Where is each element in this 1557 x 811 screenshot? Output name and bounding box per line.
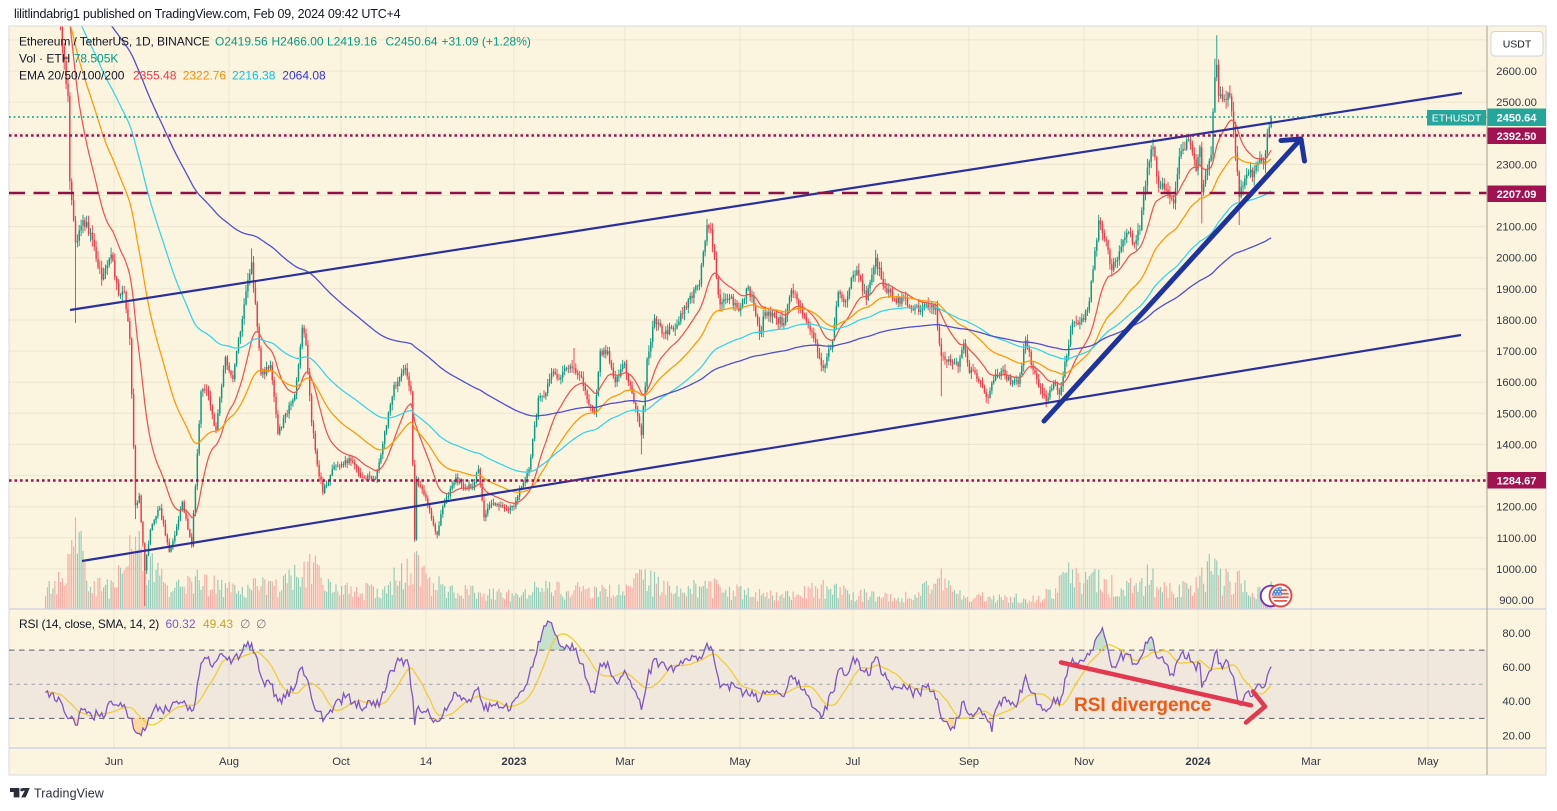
svg-text:L2419.16: L2419.16 — [327, 35, 377, 49]
svg-text:60.00: 60.00 — [1502, 662, 1530, 674]
svg-text:RSI (14, close, SMA, 14, 2): RSI (14, close, SMA, 14, 2) — [19, 617, 159, 631]
svg-text:2300.00: 2300.00 — [1496, 159, 1537, 171]
svg-text:Vol · ETH: Vol · ETH — [19, 52, 70, 66]
svg-text:USDT: USDT — [1503, 39, 1532, 51]
svg-text:RSI divergence: RSI divergence — [1074, 695, 1211, 716]
svg-text:1000.00: 1000.00 — [1496, 564, 1537, 576]
svg-text:Jul: Jul — [846, 756, 860, 768]
svg-text:∅: ∅ — [240, 617, 250, 631]
svg-text:1200.00: 1200.00 — [1496, 502, 1537, 514]
svg-text:1500.00: 1500.00 — [1496, 408, 1537, 420]
svg-text:2600.00: 2600.00 — [1496, 66, 1537, 78]
svg-text:1600.00: 1600.00 — [1496, 377, 1537, 389]
svg-text:O2419.56: O2419.56 — [215, 35, 268, 49]
svg-text:1400.00: 1400.00 — [1496, 439, 1537, 451]
svg-text:2024: 2024 — [1185, 756, 1211, 768]
svg-text:lilitlindabrig1 published on T: lilitlindabrig1 published on TradingView… — [14, 7, 401, 21]
svg-text:Ethereum / TetherUS, 1D, BINAN: Ethereum / TetherUS, 1D, BINANCE — [19, 35, 210, 49]
svg-text:1100.00: 1100.00 — [1497, 533, 1537, 545]
svg-text:Mar: Mar — [1301, 756, 1321, 768]
svg-text:Sep: Sep — [959, 756, 979, 768]
svg-text:40.00: 40.00 — [1502, 696, 1530, 708]
svg-text:C2450.64: C2450.64 — [386, 35, 438, 49]
svg-text:ETHUSDT: ETHUSDT — [1432, 113, 1482, 125]
svg-text:78.505K: 78.505K — [74, 52, 119, 66]
svg-text:49.43: 49.43 — [203, 617, 233, 631]
svg-text:Mar: Mar — [615, 756, 635, 768]
svg-text:1900.00: 1900.00 — [1496, 284, 1537, 296]
svg-text:1284.67: 1284.67 — [1497, 476, 1537, 488]
svg-text:2216.38: 2216.38 — [232, 69, 276, 83]
svg-text:2322.76: 2322.76 — [183, 69, 227, 83]
svg-text:2207.09: 2207.09 — [1497, 189, 1537, 201]
svg-text:2064.08: 2064.08 — [282, 69, 326, 83]
svg-text:2000.00: 2000.00 — [1496, 253, 1537, 265]
svg-text:60.32: 60.32 — [166, 617, 196, 631]
svg-text:EMA 20/50/100/200: EMA 20/50/100/200 — [19, 69, 125, 83]
svg-text:2023: 2023 — [501, 756, 526, 768]
svg-text:+31.09 (+1.28%): +31.09 (+1.28%) — [442, 35, 531, 49]
svg-text:2392.50: 2392.50 — [1497, 131, 1537, 143]
svg-text:1800.00: 1800.00 — [1496, 315, 1537, 327]
svg-text:H2466.00: H2466.00 — [272, 35, 324, 49]
svg-text:May: May — [729, 756, 751, 768]
svg-text:May: May — [1417, 756, 1439, 768]
svg-text:2100.00: 2100.00 — [1496, 222, 1537, 234]
svg-text:80.00: 80.00 — [1502, 628, 1530, 640]
svg-text:Nov: Nov — [1074, 756, 1094, 768]
svg-text:2355.48: 2355.48 — [133, 69, 177, 83]
svg-text:900.00: 900.00 — [1499, 595, 1534, 607]
svg-text:TradingView: TradingView — [34, 787, 105, 801]
svg-text:Oct: Oct — [332, 756, 350, 768]
svg-text:1700.00: 1700.00 — [1496, 346, 1537, 358]
svg-text:Jun: Jun — [105, 756, 123, 768]
svg-text:20.00: 20.00 — [1502, 730, 1530, 742]
svg-text:∅: ∅ — [256, 617, 266, 631]
svg-text:2500.00: 2500.00 — [1496, 97, 1537, 109]
svg-text:Aug: Aug — [219, 756, 239, 768]
svg-text:2450.64: 2450.64 — [1497, 113, 1538, 125]
svg-text:14: 14 — [420, 756, 433, 768]
